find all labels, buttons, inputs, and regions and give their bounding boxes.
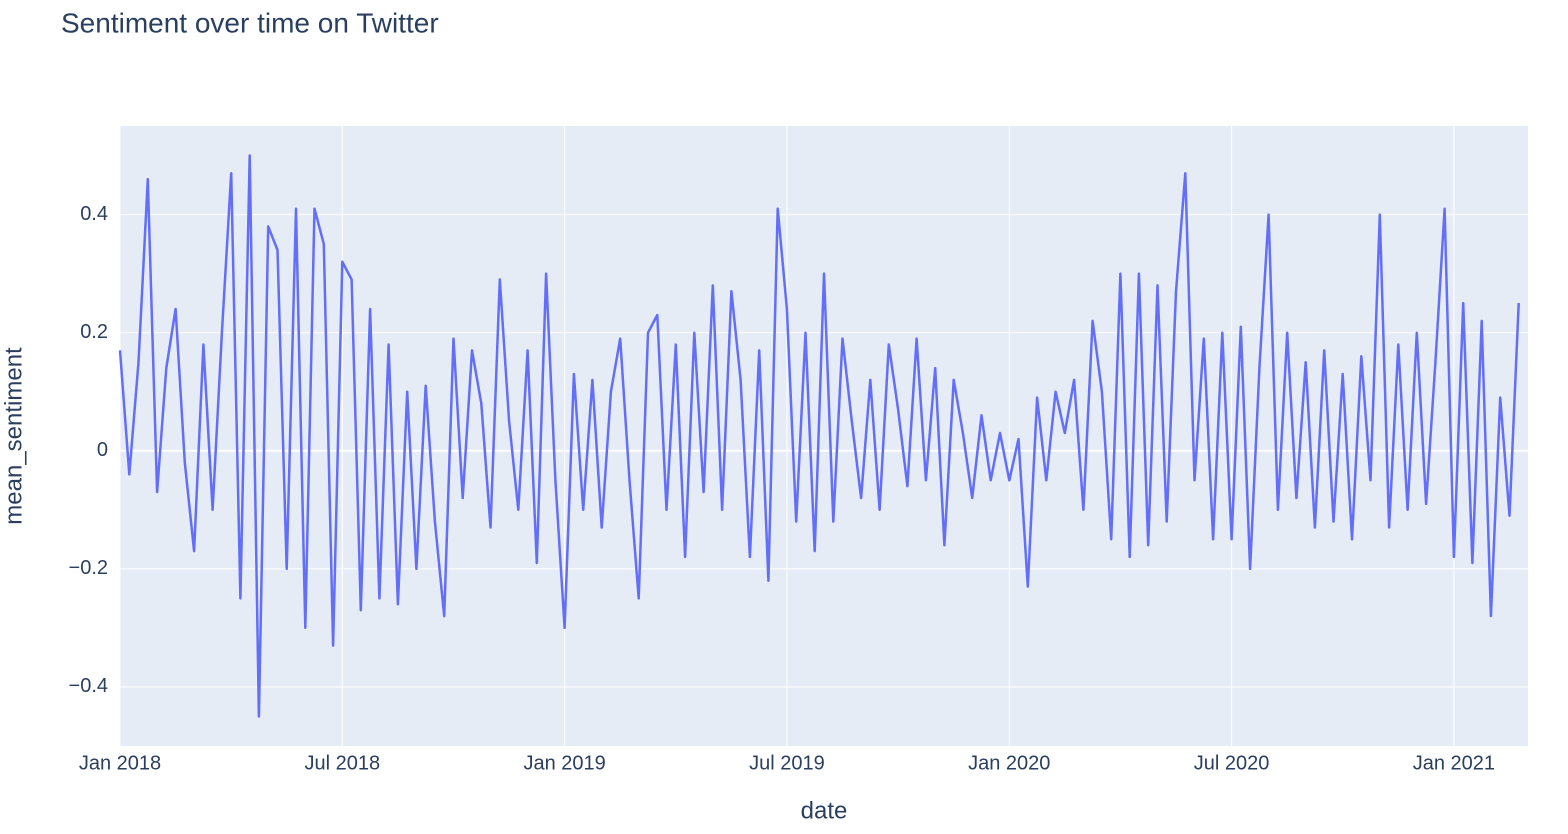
y-tick-label: 0 [97, 439, 108, 461]
y-tick-label: 0.2 [80, 321, 108, 343]
x-tick-label: Jan 2020 [968, 752, 1050, 774]
y-tick-label: 0.4 [80, 203, 108, 225]
x-tick-label: Jan 2018 [79, 752, 161, 774]
x-axis-title: date [801, 797, 848, 824]
y-axis-title: mean_sentiment [0, 347, 27, 525]
x-tick-label: Jul 2019 [749, 752, 825, 774]
chart-title: Sentiment over time on Twitter [61, 7, 439, 38]
x-tick-label: Jul 2018 [305, 752, 381, 774]
y-tick-label: −0.2 [69, 557, 108, 579]
plot-area [120, 126, 1528, 746]
data-line [118, 154, 1520, 718]
x-tick-label: Jan 2019 [523, 752, 605, 774]
x-tick-label: Jul 2020 [1194, 752, 1270, 774]
grid [119, 126, 1528, 746]
y-tick-label: −0.4 [69, 675, 108, 697]
x-tick-label: Jan 2021 [1413, 752, 1495, 774]
